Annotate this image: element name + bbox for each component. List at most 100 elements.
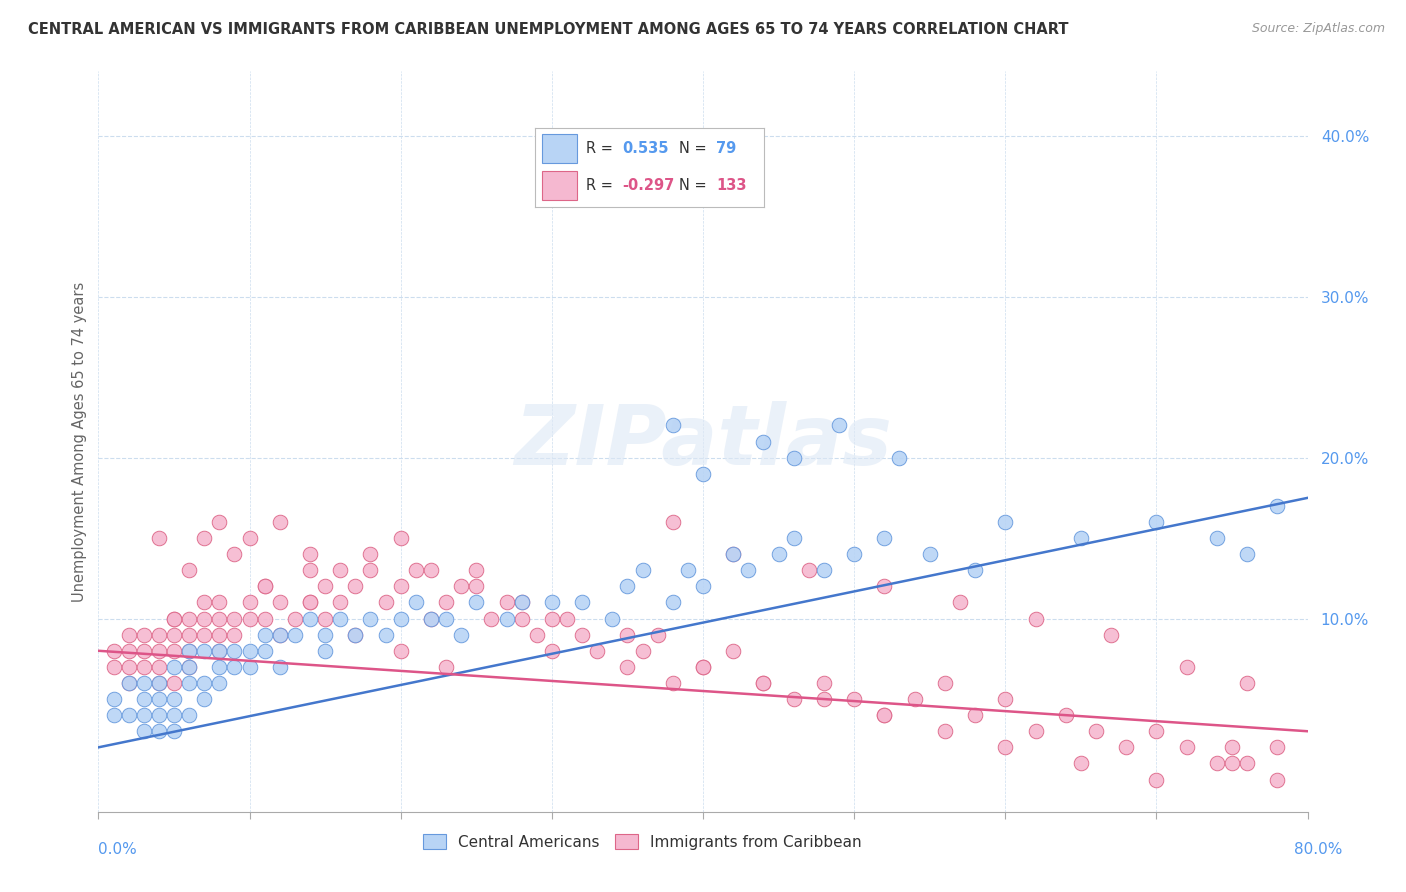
Point <box>571 628 593 642</box>
Point <box>934 676 956 690</box>
Point <box>344 628 367 642</box>
Text: 0.0%: 0.0% <box>98 842 138 856</box>
Point <box>1070 756 1092 771</box>
Point <box>692 660 714 674</box>
Point <box>118 676 141 690</box>
Point <box>148 724 170 739</box>
Point <box>284 628 307 642</box>
Point <box>889 450 911 465</box>
Text: N =: N = <box>679 141 711 156</box>
Point <box>692 579 714 593</box>
Point <box>813 692 835 706</box>
Point <box>1144 724 1167 739</box>
Point <box>661 515 683 529</box>
Point <box>208 611 231 625</box>
Text: 79: 79 <box>716 141 737 156</box>
Point <box>253 628 276 642</box>
Point <box>661 595 683 609</box>
Point <box>1206 756 1229 771</box>
Point <box>752 676 775 690</box>
Point <box>344 579 367 593</box>
Point <box>132 660 155 674</box>
Point <box>118 676 141 690</box>
Point <box>179 644 201 658</box>
Point <box>1144 772 1167 787</box>
Point <box>253 579 276 593</box>
Point <box>163 611 186 625</box>
Point <box>1115 740 1137 755</box>
Point <box>208 515 231 529</box>
Legend: Central Americans, Immigrants from Caribbean: Central Americans, Immigrants from Carib… <box>418 828 868 856</box>
Point <box>844 547 866 561</box>
Point <box>132 644 155 658</box>
Point <box>344 628 367 642</box>
Point <box>118 708 141 723</box>
Point <box>299 595 322 609</box>
Point <box>329 563 352 577</box>
Point <box>132 708 155 723</box>
Point <box>239 595 262 609</box>
Point <box>193 611 215 625</box>
Point <box>193 628 215 642</box>
Point <box>994 740 1017 755</box>
Point <box>510 595 533 609</box>
Point <box>571 595 593 609</box>
Point <box>540 595 562 609</box>
Point <box>314 644 336 658</box>
Point <box>179 644 201 658</box>
Point <box>314 579 336 593</box>
Point <box>692 660 714 674</box>
Point <box>299 595 322 609</box>
Point <box>1267 499 1289 513</box>
Point <box>873 708 896 723</box>
Point <box>616 579 638 593</box>
Text: ZIPatlas: ZIPatlas <box>515 401 891 482</box>
Point <box>510 611 533 625</box>
Point <box>179 563 201 577</box>
Point <box>163 724 186 739</box>
Point <box>661 676 683 690</box>
Point <box>163 611 186 625</box>
Point <box>465 563 488 577</box>
Point <box>752 676 775 690</box>
Point <box>783 450 806 465</box>
Point <box>602 611 624 625</box>
Point <box>224 611 246 625</box>
Point <box>768 547 790 561</box>
Point <box>299 563 322 577</box>
Point <box>329 595 352 609</box>
Text: CENTRAL AMERICAN VS IMMIGRANTS FROM CARIBBEAN UNEMPLOYMENT AMONG AGES 65 TO 74 Y: CENTRAL AMERICAN VS IMMIGRANTS FROM CARI… <box>28 22 1069 37</box>
Point <box>1236 547 1258 561</box>
Point <box>723 644 745 658</box>
Point <box>405 595 427 609</box>
Point <box>1099 628 1122 642</box>
Point <box>540 644 562 658</box>
Point <box>1220 740 1243 755</box>
Point <box>208 628 231 642</box>
Point <box>965 563 987 577</box>
Point <box>1236 756 1258 771</box>
Point <box>163 628 186 642</box>
Point <box>586 644 609 658</box>
Point <box>148 676 170 690</box>
Point <box>239 660 262 674</box>
Point <box>132 692 155 706</box>
Point <box>299 611 322 625</box>
Point <box>148 708 170 723</box>
Point <box>495 611 517 625</box>
Point <box>797 563 820 577</box>
Point <box>374 628 396 642</box>
Text: 0.535: 0.535 <box>623 141 669 156</box>
Point <box>360 611 382 625</box>
Point <box>239 644 262 658</box>
Point <box>132 724 155 739</box>
Point <box>208 676 231 690</box>
Point <box>1054 708 1077 723</box>
Text: 133: 133 <box>716 178 747 194</box>
Point <box>1267 740 1289 755</box>
Point <box>481 611 503 625</box>
Point <box>873 708 896 723</box>
Point <box>965 708 987 723</box>
Point <box>193 644 215 658</box>
Point <box>103 692 125 706</box>
